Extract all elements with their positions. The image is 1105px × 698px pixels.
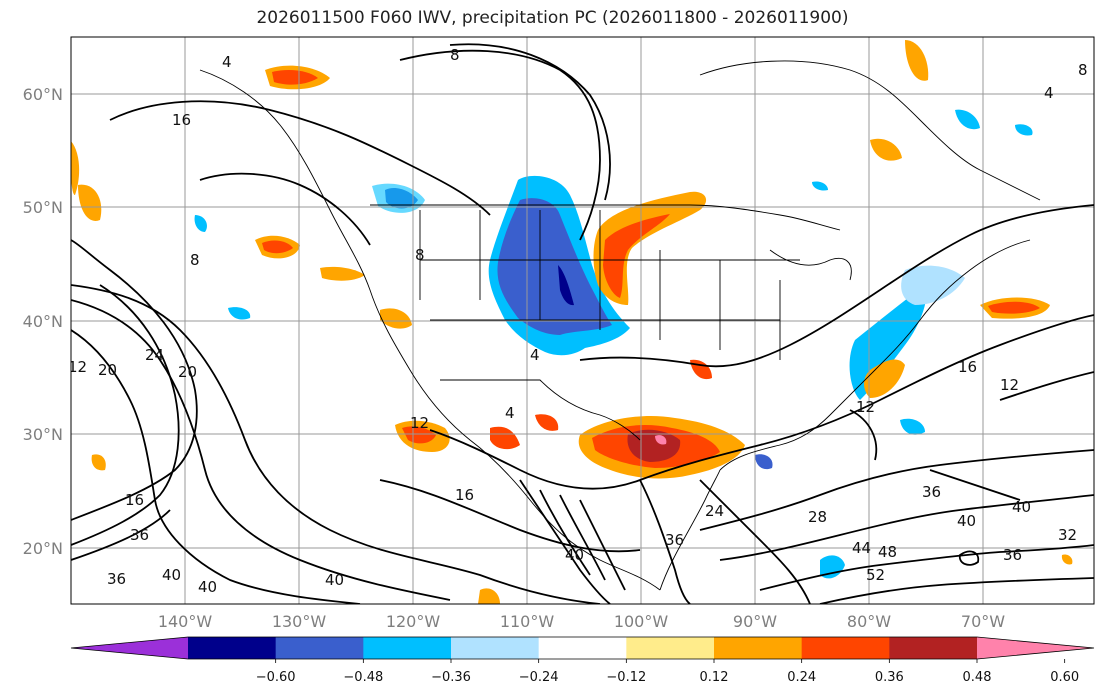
contour-label: 4 — [222, 53, 232, 71]
lon-label: 130°W — [272, 612, 327, 631]
colorbar-segment — [363, 637, 452, 659]
contour-label: 4 — [1044, 84, 1054, 102]
contour-label: 32 — [1058, 526, 1077, 544]
contour-label: 28 — [808, 508, 827, 526]
colorbar-segment — [188, 637, 277, 659]
contour-label: 16 — [958, 358, 977, 376]
lon-label: 80°W — [847, 612, 891, 631]
lat-label: 50°N — [23, 198, 63, 217]
iwv-contours — [71, 43, 1094, 604]
contour-label: 36 — [107, 570, 126, 588]
colorbar-extension-low — [71, 637, 188, 659]
contour-label: 40 — [162, 566, 181, 584]
contour-label: 12 — [856, 398, 875, 416]
lat-label: 30°N — [23, 425, 63, 444]
contour-label: 16 — [455, 486, 474, 504]
contour-label: 4 — [530, 346, 540, 364]
contour-label: 24 — [705, 502, 724, 520]
colorbar-tick-label: 0.48 — [963, 670, 992, 685]
colorbar-tick-label: 0.12 — [700, 670, 729, 685]
longitude-labels: 140°W 130°W 120°W 110°W 100°W 90°W 80°W … — [158, 612, 1005, 631]
contour-label: 12 — [410, 414, 429, 432]
contour-label: 8 — [190, 251, 200, 269]
contour-label: 36 — [922, 483, 941, 501]
colorbar-tick-label: 0.36 — [875, 670, 904, 685]
colorbar-segment — [275, 637, 364, 659]
contour-label: 8 — [450, 46, 460, 64]
page-title: 2026011500 F060 IWV, precipitation PC (2… — [256, 8, 849, 28]
colorbar-segment — [714, 637, 803, 659]
contour-label: 8 — [1078, 61, 1088, 79]
colorbar-tick-label: −0.24 — [519, 670, 559, 685]
contour-label: 40 — [198, 578, 217, 596]
lon-label: 120°W — [386, 612, 441, 631]
contour-label: 36 — [130, 526, 149, 544]
colorbar-tick-label: −0.60 — [256, 670, 296, 685]
contour-label: 12 — [68, 358, 87, 376]
colorbar-tick-label: 0.60 — [1050, 670, 1079, 685]
latitude-labels: 60°N 50°N 40°N 30°N 20°N — [23, 85, 63, 558]
lon-label: 110°W — [500, 612, 555, 631]
contour-label: 16 — [125, 491, 144, 509]
map-frame — [70, 36, 1095, 605]
contour-label: 44 — [852, 539, 871, 557]
contour-label: 12 — [1000, 376, 1019, 394]
contour-label: 52 — [866, 566, 885, 584]
lon-label: 90°W — [733, 612, 777, 631]
contour-label: 40 — [325, 571, 344, 589]
contour-labels: 8 4 16 8 8 4 12 20 24 20 4 12 16 12 16 1… — [68, 46, 1088, 596]
contour-label: 4 — [505, 404, 515, 422]
lat-label: 60°N — [23, 85, 63, 104]
colorbar-tick-label: −0.36 — [431, 670, 471, 685]
colorbar-tick-label: 0.24 — [787, 670, 816, 685]
contour-label: 48 — [878, 543, 897, 561]
contour-label: 40 — [957, 512, 976, 530]
contour-label: 40 — [565, 546, 584, 564]
lat-label: 20°N — [23, 539, 63, 558]
colorbar-tick-label: −0.12 — [606, 670, 646, 685]
contour-label: 20 — [98, 361, 117, 379]
lon-label: 140°W — [158, 612, 213, 631]
contour-label: 24 — [145, 346, 164, 364]
contour-label: 36 — [665, 531, 684, 549]
graticule — [71, 37, 1094, 604]
contour-label: 16 — [172, 111, 191, 129]
precipitation-field — [71, 40, 1073, 604]
contour-label: 8 — [415, 246, 425, 264]
colorbar-segment — [801, 637, 890, 659]
colorbar-segment — [451, 637, 540, 659]
contour-label: 40 — [1012, 498, 1031, 516]
colorbar-tick-label: −0.48 — [343, 670, 383, 685]
colorbar-extension-high — [977, 637, 1094, 659]
colorbar-segment — [538, 637, 627, 659]
colorbar-segment — [626, 637, 715, 659]
lon-label: 70°W — [961, 612, 1005, 631]
contour-label: 36 — [1003, 546, 1022, 564]
lon-label: 100°W — [614, 612, 669, 631]
coastlines — [199, 60, 1041, 591]
lat-label: 40°N — [23, 312, 63, 331]
colorbar: −0.60 −0.48 −0.36 −0.24 −0.12 0.12 0.24 0.36 0.4… — [70, 636, 1095, 685]
contour-label: 20 — [178, 363, 197, 381]
colorbar-outline — [70, 636, 1095, 660]
colorbar-segment — [889, 637, 978, 659]
